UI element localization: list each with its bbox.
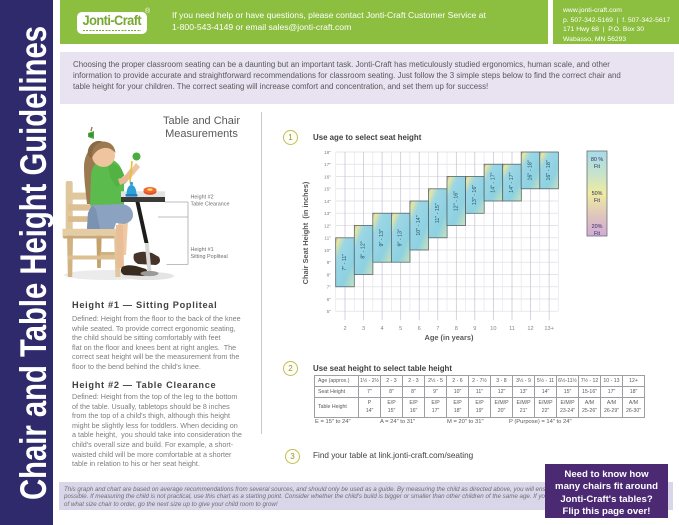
svg-text:12" - 16": 12" - 16" <box>453 191 459 211</box>
svg-text:4: 4 <box>381 326 384 332</box>
svg-text:11: 11 <box>509 326 515 332</box>
svg-text:9" - 13": 9" - 13" <box>379 229 385 246</box>
svg-text:9": 9" <box>327 260 332 266</box>
svg-text:6: 6 <box>418 326 421 332</box>
svg-text:9: 9 <box>473 326 476 332</box>
svg-text:14" - 17": 14" - 17" <box>509 172 515 192</box>
svg-text:3: 3 <box>362 326 365 332</box>
svg-text:80 %: 80 % <box>591 157 603 163</box>
svg-text:20%: 20% <box>592 224 603 230</box>
svg-text:Fit: Fit <box>594 231 600 237</box>
svg-text:Age (in years): Age (in years) <box>425 333 474 342</box>
svg-text:Sitting Popliteal: Sitting Popliteal <box>191 254 228 260</box>
svg-text:17": 17" <box>324 162 331 168</box>
svg-text:7": 7" <box>327 285 332 291</box>
svg-text:Table Clearance: Table Clearance <box>191 202 230 208</box>
svg-text:14": 14" <box>324 199 331 205</box>
svg-text:6": 6" <box>327 297 332 303</box>
svg-text:11": 11" <box>324 236 331 242</box>
svg-text:10" - 14": 10" - 14" <box>416 215 422 235</box>
svg-text:50%: 50% <box>592 191 603 197</box>
svg-text:Fit: Fit <box>594 164 600 170</box>
svg-text:Fit: Fit <box>594 198 600 204</box>
svg-text:2: 2 <box>343 326 346 332</box>
svg-text:12: 12 <box>527 326 533 332</box>
svg-text:8: 8 <box>455 326 458 332</box>
svg-text:14" - 17": 14" - 17" <box>490 172 496 192</box>
svg-text:11" - 15": 11" - 15" <box>435 203 441 223</box>
svg-text:Height #2: Height #2 <box>191 195 214 201</box>
svg-text:13" - 16": 13" - 16" <box>472 185 478 205</box>
svg-text:16" - 18": 16" - 18" <box>546 160 552 180</box>
svg-text:16": 16" <box>324 174 331 180</box>
svg-text:Chair Seat Height (in inches): Chair Seat Height (in inches) <box>301 181 310 284</box>
svg-text:8": 8" <box>327 272 332 278</box>
svg-text:5": 5" <box>327 309 332 315</box>
svg-text:13+: 13+ <box>544 326 554 332</box>
svg-text:9" - 13": 9" - 13" <box>398 229 404 246</box>
svg-text:7: 7 <box>436 326 439 332</box>
svg-text:Height #1: Height #1 <box>191 247 214 253</box>
svg-text:18": 18" <box>324 150 331 156</box>
svg-text:5: 5 <box>399 326 402 332</box>
svg-text:7" - 11": 7" - 11" <box>342 254 348 271</box>
svg-text:15": 15" <box>324 187 331 193</box>
svg-text:13": 13" <box>324 211 331 217</box>
svg-text:12": 12" <box>324 223 331 229</box>
svg-text:8" - 12": 8" - 12" <box>361 241 367 258</box>
svg-text:10": 10" <box>324 248 331 254</box>
svg-text:Chair and Table Height Guideli: Chair and Table Height Guidelines <box>13 26 53 500</box>
svg-text:10: 10 <box>490 326 496 332</box>
svg-text:16" - 18": 16" - 18" <box>528 160 534 180</box>
